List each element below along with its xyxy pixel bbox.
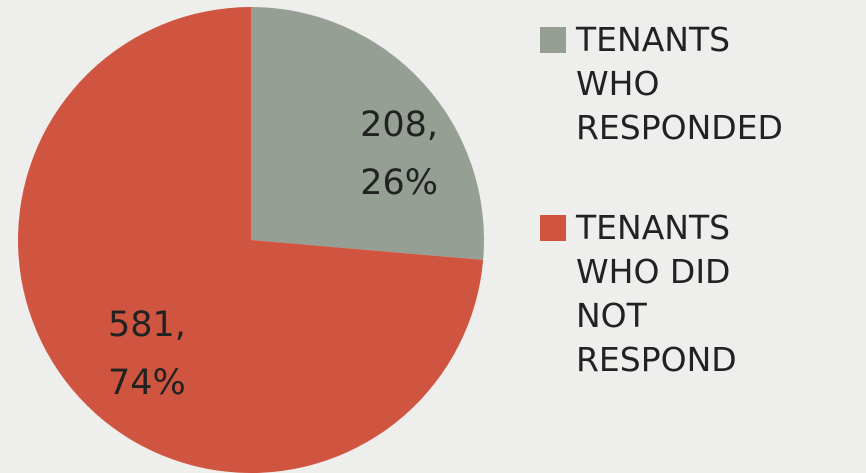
data-label: 581, 74% xyxy=(108,305,186,403)
legend-entry: TENANTS WHO RESPONDED xyxy=(540,18,786,150)
legend-entry: TENANTS WHO DID NOT RESPOND xyxy=(540,206,786,382)
pie-slice xyxy=(17,7,484,473)
legend-swatch xyxy=(540,215,566,241)
legend-label: TENANTS WHO DID NOT RESPOND xyxy=(576,208,737,379)
pie-slice xyxy=(251,7,484,260)
legend-label: TENANTS WHO RESPONDED xyxy=(576,20,783,147)
data-label: 208, 26% xyxy=(360,105,438,203)
legend-swatch xyxy=(540,27,566,53)
legend: TENANTS WHO RESPONDED TENANTS WHO DID NOT… xyxy=(540,18,840,438)
